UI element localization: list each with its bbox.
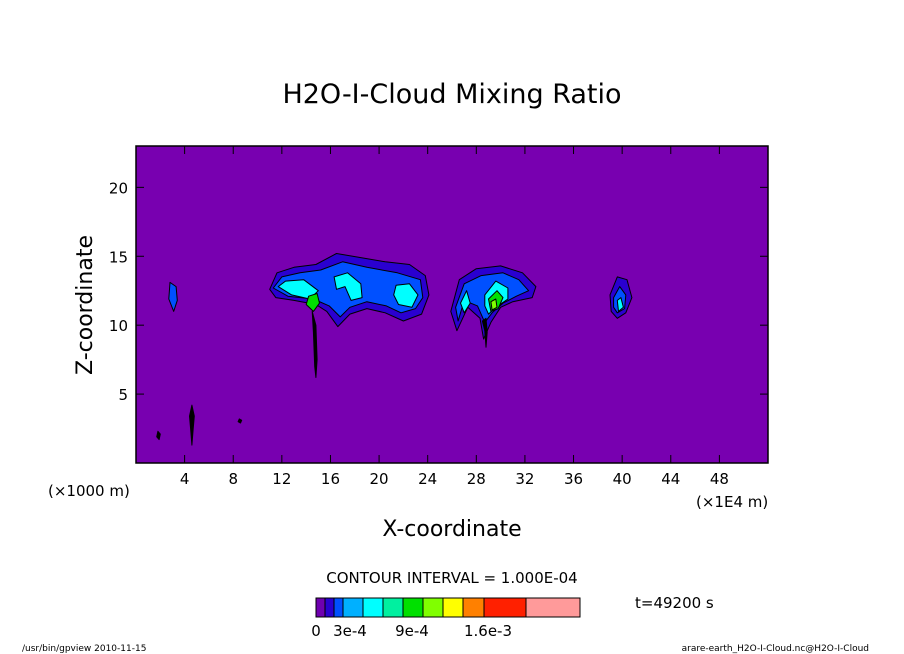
colorbar-swatch — [342, 597, 364, 618]
cloud-contour — [490, 298, 498, 311]
y-tick-label: 20 — [109, 179, 128, 197]
colorbar-label: 0 — [311, 622, 321, 640]
x-tick-label: 20 — [370, 470, 389, 488]
cloud-contour — [393, 283, 419, 308]
cloud-contour — [305, 293, 320, 312]
colorbar-swatch — [402, 597, 424, 618]
y-axis-label: Z-coordinate — [73, 235, 98, 375]
colorbar-labels: 0 3e-4 9e-4 1.6e-3 — [311, 622, 512, 640]
cloud-stem — [311, 310, 318, 378]
x-tick-label: 48 — [710, 470, 729, 488]
x-units-right: (×1E4 m) — [696, 493, 768, 511]
x-axis-label: X-coordinate — [382, 517, 521, 542]
cloud-contours — [156, 253, 633, 446]
plot-frame — [135, 145, 769, 464]
small-contour — [189, 404, 195, 446]
cloud-contour — [277, 279, 319, 300]
colorbar-swatch — [382, 597, 404, 618]
cloud-contour — [333, 272, 363, 301]
cloud-contour — [616, 297, 624, 312]
x-tick-label: 16 — [321, 470, 340, 488]
footer-right: arare-earth_H2O-I-Cloud.nc@H2O-I-Cloud — [682, 644, 869, 654]
x-tick-label: 24 — [418, 470, 437, 488]
colorbar-swatch — [483, 597, 527, 618]
x-tick-label: 4 — [180, 470, 190, 488]
cloud-contour — [168, 281, 178, 312]
x-tick-labels: 4 8 12 16 20 24 28 32 36 40 44 48 — [180, 470, 729, 488]
footer-left: /usr/bin/gpview 2010-11-15 — [22, 644, 146, 654]
cloud-stem — [481, 317, 488, 348]
x-units-left: (×1000 m) — [48, 482, 130, 500]
colorbar-swatch — [525, 597, 581, 618]
y-tick-label: 15 — [109, 248, 128, 266]
colorbar-label: 3e-4 — [333, 622, 367, 640]
y-tick-label: 5 — [118, 386, 128, 404]
colorbar — [315, 597, 581, 618]
y-tick-labels: 5 10 15 20 — [109, 179, 128, 404]
x-tick-label: 44 — [661, 470, 680, 488]
plot-background — [136, 146, 768, 463]
x-tick-label: 36 — [564, 470, 583, 488]
contour-interval: CONTOUR INTERVAL = 1.000E-04 — [326, 569, 577, 587]
colorbar-label: 9e-4 — [395, 622, 429, 640]
colorbar-swatch — [442, 597, 464, 618]
x-tick-label: 40 — [613, 470, 632, 488]
x-tick-label: 28 — [467, 470, 486, 488]
y-tick-label: 10 — [109, 317, 128, 335]
colorbar-label: 1.6e-3 — [464, 622, 512, 640]
colorbar-swatch — [422, 597, 444, 618]
x-tick-label: 32 — [515, 470, 534, 488]
x-tick-label: 12 — [272, 470, 291, 488]
small-contour — [237, 418, 243, 424]
colorbar-swatch — [324, 597, 335, 618]
time-label: t=49200 s — [635, 594, 714, 612]
small-contour — [156, 430, 161, 441]
colorbar-swatch — [315, 597, 326, 618]
colorbar-swatch — [362, 597, 384, 618]
cloud-contour — [460, 290, 471, 314]
chart-title: H2O-I-Cloud Mixing Ratio — [282, 79, 621, 110]
plot-area — [135, 145, 769, 464]
colorbar-swatch — [333, 597, 344, 618]
axis-ticks — [136, 146, 768, 463]
colorbar-swatch — [462, 597, 485, 618]
x-tick-label: 8 — [228, 470, 238, 488]
